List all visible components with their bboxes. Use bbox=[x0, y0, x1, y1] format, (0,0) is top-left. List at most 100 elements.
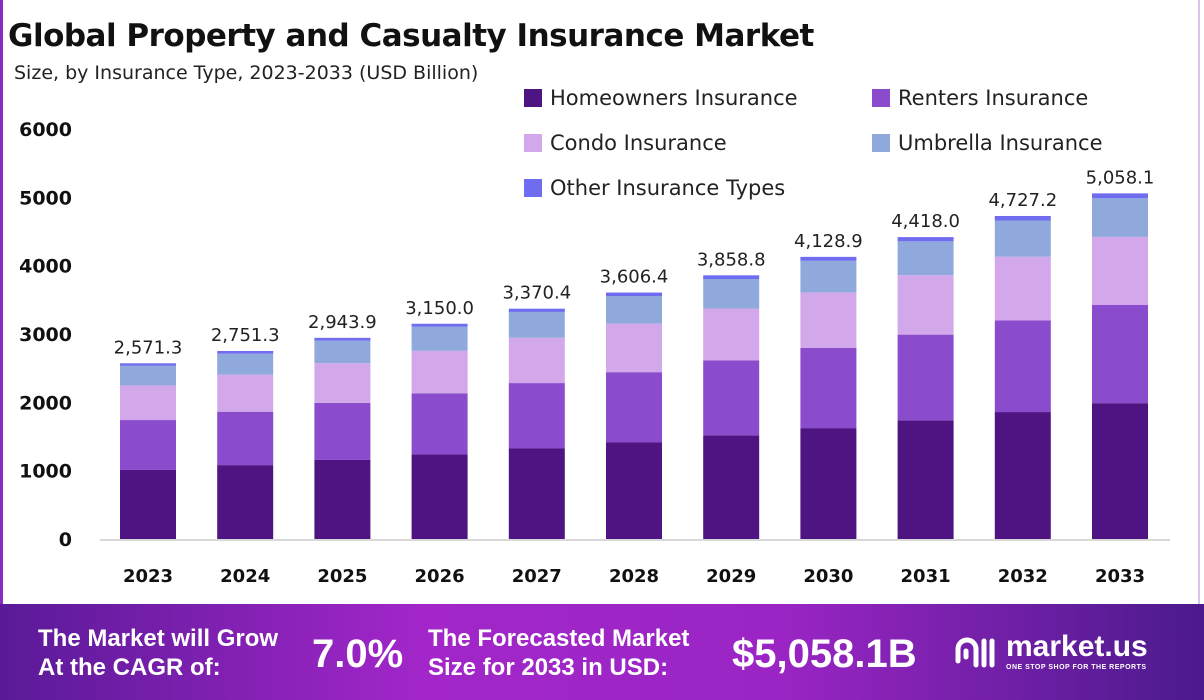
y-tick-label: 3000 bbox=[19, 324, 72, 346]
bar-segment-umbrella-insurance bbox=[508, 311, 565, 338]
bar-segment-homeowners-insurance bbox=[703, 435, 760, 539]
bar-segment-renters-insurance bbox=[411, 393, 468, 455]
legend-condo: Condo Insurance bbox=[524, 131, 727, 155]
bar-segment-umbrella-insurance bbox=[411, 326, 468, 351]
x-tick-label: 2033 bbox=[1095, 566, 1145, 587]
bar-segment-umbrella-insurance bbox=[606, 296, 662, 324]
bar-total-label: 4,418.0 bbox=[891, 211, 960, 232]
bar-segment-homeowners-insurance bbox=[508, 448, 565, 539]
bar-segment-other-insurance-types bbox=[994, 215, 1051, 221]
legend-swatch bbox=[872, 89, 890, 107]
legend-umbrella: Umbrella Insurance bbox=[872, 131, 1103, 155]
bar-total-label: 2,571.3 bbox=[114, 337, 183, 358]
bar-segment-other-insurance-types bbox=[314, 337, 371, 341]
footer-banner: The Market will Grow At the CAGR of: 7.0%… bbox=[0, 604, 1204, 700]
bar-segment-homeowners-insurance bbox=[217, 465, 274, 539]
legend-swatch bbox=[524, 134, 542, 152]
legend-other: Other Insurance Types bbox=[524, 176, 785, 200]
x-tick-label: 2028 bbox=[609, 566, 659, 587]
bar-segment-other-insurance-types bbox=[508, 308, 565, 312]
bar-segment-condo-insurance bbox=[508, 337, 565, 384]
y-tick-label: 4000 bbox=[19, 256, 72, 278]
chart-frame bbox=[0, 0, 1200, 604]
y-tick-label: 1000 bbox=[19, 461, 72, 483]
bar-segment-renters-insurance bbox=[800, 347, 857, 429]
y-tick-label: 0 bbox=[59, 529, 72, 551]
bar-segment-renters-insurance bbox=[606, 372, 662, 443]
y-tick-label: 2000 bbox=[19, 392, 72, 414]
bar-segment-condo-insurance bbox=[1092, 236, 1148, 306]
y-tick-label: 6000 bbox=[19, 119, 72, 141]
bar-total-label: 3,858.8 bbox=[697, 249, 766, 270]
bar-segment-condo-insurance bbox=[897, 275, 954, 335]
bar-segment-renters-insurance bbox=[120, 420, 176, 470]
market-us-logo: market.us ONE STOP SHOP FOR THE REPORTS bbox=[952, 630, 1148, 671]
market-size-label: The Forecasted Market Size for 2033 in US… bbox=[428, 624, 689, 682]
legend-label: Other Insurance Types bbox=[550, 176, 786, 200]
market-size-value: $5,058.1B bbox=[732, 632, 917, 676]
bar-segment-homeowners-insurance bbox=[800, 428, 857, 539]
bar-segment-renters-insurance bbox=[217, 411, 274, 466]
bar-total-label: 4,727.2 bbox=[988, 190, 1057, 211]
bar-segment-homeowners-insurance bbox=[120, 469, 176, 539]
x-tick-label: 2025 bbox=[317, 566, 367, 587]
chart-title: Global Property and Casualty Insurance M… bbox=[8, 18, 814, 54]
bar-segment-umbrella-insurance bbox=[703, 279, 760, 309]
market-size-label-line1: The Forecasted Market bbox=[428, 625, 690, 652]
x-tick-label: 2029 bbox=[706, 566, 756, 587]
bar-segment-homeowners-insurance bbox=[314, 459, 371, 539]
bar-segment-other-insurance-types bbox=[897, 237, 954, 242]
bar-segment-condo-insurance bbox=[120, 385, 176, 421]
bar-segment-condo-insurance bbox=[703, 308, 760, 361]
cagr-value: 7.0% bbox=[312, 632, 404, 676]
chart-subtitle: Size, by Insurance Type, 2023-2033 (USD … bbox=[14, 62, 479, 84]
cagr-label: The Market will Grow At the CAGR of: bbox=[38, 624, 278, 682]
bar-segment-umbrella-insurance bbox=[120, 365, 176, 386]
logo-icon bbox=[955, 637, 995, 667]
logo-brand: market.us bbox=[1006, 630, 1148, 663]
logo-tagline: ONE STOP SHOP FOR THE REPORTS bbox=[1006, 664, 1147, 671]
x-tick-label: 2023 bbox=[123, 566, 173, 587]
bar-total-label: 3,150.0 bbox=[405, 298, 474, 319]
bar-segment-other-insurance-types bbox=[1092, 193, 1148, 199]
bar-segment-renters-insurance bbox=[1092, 305, 1148, 404]
legend-swatch bbox=[872, 134, 890, 152]
bar-segment-umbrella-insurance bbox=[314, 340, 371, 364]
bar-segment-renters-insurance bbox=[703, 360, 760, 436]
bar-segment-umbrella-insurance bbox=[1092, 198, 1148, 237]
legend-label: Homeowners Insurance bbox=[550, 86, 798, 110]
cagr-label-line2: At the CAGR of: bbox=[38, 654, 221, 681]
bar-segment-other-insurance-types bbox=[606, 292, 662, 297]
legend-label: Umbrella Insurance bbox=[898, 131, 1103, 155]
bar-segment-condo-insurance bbox=[606, 323, 662, 373]
bar-total-label: 4,128.9 bbox=[794, 231, 863, 252]
cagr-label-line1: The Market will Grow bbox=[38, 625, 279, 652]
legend-swatch bbox=[524, 89, 542, 107]
bar-segment-condo-insurance bbox=[411, 350, 468, 394]
x-tick-label: 2027 bbox=[512, 566, 562, 587]
bar-segment-renters-insurance bbox=[508, 383, 565, 449]
legend-label: Renters Insurance bbox=[898, 86, 1089, 110]
bar-segment-other-insurance-types bbox=[217, 350, 274, 354]
bar-segment-homeowners-insurance bbox=[994, 412, 1051, 539]
bar-total-label: 3,606.4 bbox=[600, 267, 669, 288]
bar-segment-renters-insurance bbox=[994, 320, 1051, 413]
market-size-label-line2: Size for 2033 in USD: bbox=[428, 654, 669, 681]
legend-homeowners: Homeowners Insurance bbox=[524, 86, 798, 110]
x-tick-label: 2030 bbox=[803, 566, 853, 587]
bar-total-label: 2,943.9 bbox=[308, 312, 377, 333]
x-tick-label: 2026 bbox=[415, 566, 465, 587]
bar-segment-other-insurance-types bbox=[703, 275, 760, 280]
bar-segment-umbrella-insurance bbox=[800, 260, 857, 293]
bar-total-label: 2,751.3 bbox=[211, 325, 280, 346]
bar-segment-other-insurance-types bbox=[120, 363, 176, 366]
bar-segment-umbrella-insurance bbox=[217, 353, 274, 375]
bar-segment-homeowners-insurance bbox=[606, 442, 662, 539]
bar-segment-umbrella-insurance bbox=[897, 241, 954, 276]
bar-segment-other-insurance-types bbox=[411, 323, 468, 327]
bar-segment-condo-insurance bbox=[994, 256, 1051, 321]
bar-total-label: 3,370.4 bbox=[502, 283, 571, 304]
bar-segment-renters-insurance bbox=[314, 402, 371, 460]
chart-plot: 0 1000 2000 3000 4000 5000 6000 2,571.3 2023 2,75… bbox=[19, 119, 1170, 587]
bar-segment-homeowners-insurance bbox=[411, 454, 468, 539]
